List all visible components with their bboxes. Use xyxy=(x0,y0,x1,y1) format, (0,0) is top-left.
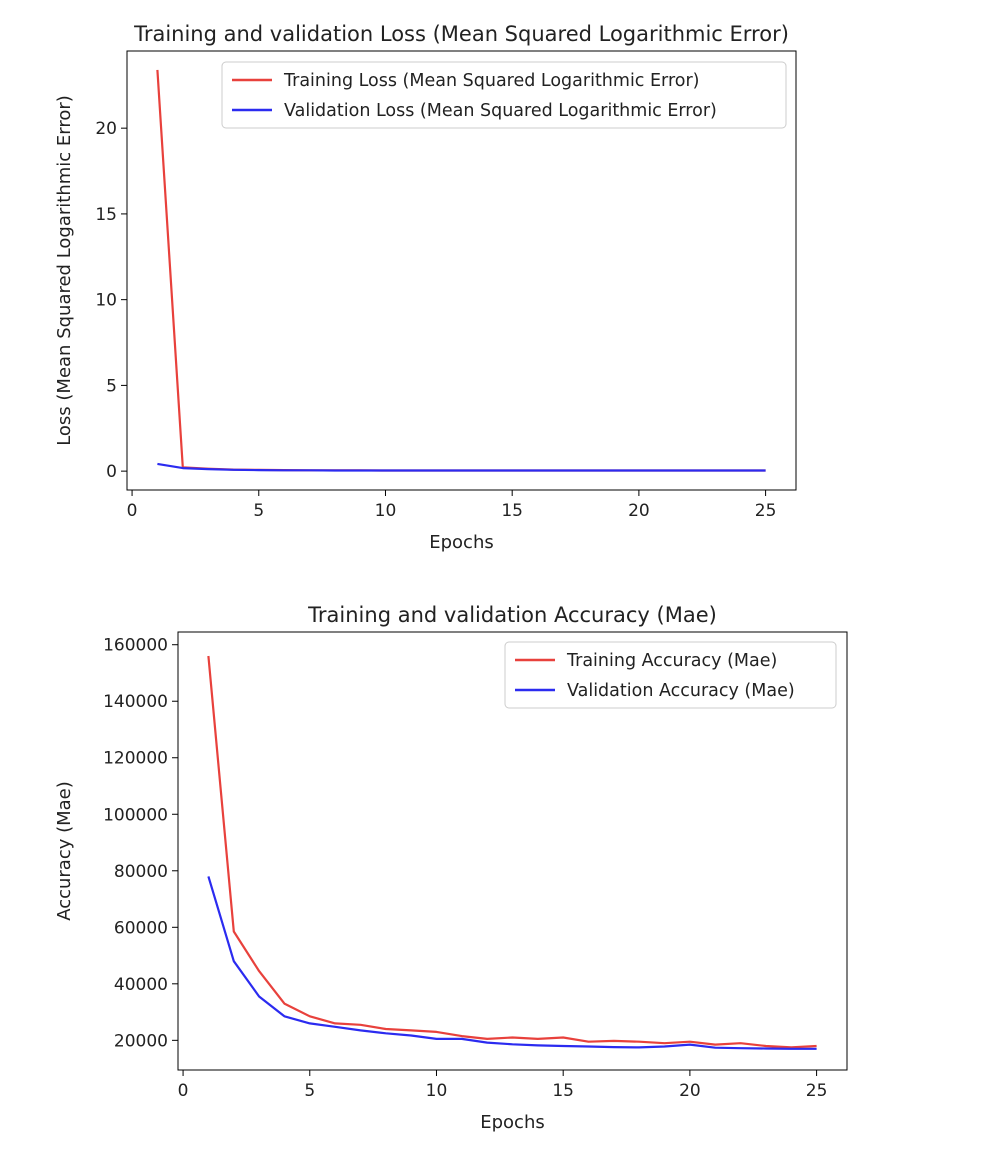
legend-label: Validation Accuracy (Mae) xyxy=(567,681,795,701)
x-tick-label: 0 xyxy=(127,501,138,521)
x-tick-label: 5 xyxy=(304,1081,315,1101)
chart-title: Training and validation Accuracy (Mae) xyxy=(307,603,717,627)
x-axis-label: Epochs xyxy=(429,532,494,553)
x-tick-label: 15 xyxy=(501,501,523,521)
x-tick-label: 20 xyxy=(679,1081,701,1101)
legend: Training Loss (Mean Squared Logarithmic … xyxy=(221,61,787,129)
series-line-training xyxy=(156,69,766,472)
x-tick-label: 15 xyxy=(552,1081,574,1101)
x-tick-label: 5 xyxy=(253,501,264,521)
y-tick-label: 40000 xyxy=(114,975,168,995)
y-tick-label: 140000 xyxy=(103,692,168,712)
legend: Training Accuracy (Mae) Validation Accura… xyxy=(504,641,837,709)
x-tick-label: 10 xyxy=(426,1081,448,1101)
y-tick-label: 80000 xyxy=(114,862,168,882)
x-tick-label: 10 xyxy=(375,501,397,521)
y-tick-label: 15 xyxy=(95,205,117,225)
y-axis-label: Loss (Mean Squared Logarithmic Error) xyxy=(54,95,75,446)
y-tick-label: 20 xyxy=(95,119,117,139)
series-line-validation xyxy=(157,462,766,472)
y-tick-label: 10 xyxy=(95,291,117,311)
y-tick-label: 5 xyxy=(106,376,117,396)
y-tick-label: 100000 xyxy=(103,805,168,825)
series-line-validation xyxy=(207,876,817,1050)
y-axis-label: Accuracy (Mae) xyxy=(54,781,75,921)
legend-label: Training Loss (Mean Squared Logarithmic … xyxy=(283,71,699,91)
plot-area xyxy=(126,50,797,491)
x-tick-label: 25 xyxy=(755,501,777,521)
legend-box xyxy=(221,61,787,129)
series-line-training xyxy=(207,655,817,1049)
legend-label: Validation Loss (Mean Squared Logarithmi… xyxy=(284,101,717,121)
x-tick-label: 0 xyxy=(178,1081,189,1101)
x-axis-label: Epochs xyxy=(480,1112,545,1133)
y-tick-label: 20000 xyxy=(114,1031,168,1051)
plot-area xyxy=(177,631,848,1071)
x-tick-label: 20 xyxy=(628,501,650,521)
chart-0: Training and validation Loss (Mean Squar… xyxy=(54,22,797,553)
x-tick-label: 25 xyxy=(806,1081,828,1101)
legend-label: Training Accuracy (Mae) xyxy=(566,651,777,671)
y-tick-label: 60000 xyxy=(114,918,168,938)
y-tick-label: 160000 xyxy=(103,636,168,656)
y-tick-label: 120000 xyxy=(103,749,168,769)
chart-title: Training and validation Loss (Mean Squar… xyxy=(133,22,789,46)
chart-1: Training and validation Accuracy (Mae) 0 5… xyxy=(54,603,848,1133)
y-tick-label: 0 xyxy=(106,462,117,482)
legend-box xyxy=(504,641,837,709)
